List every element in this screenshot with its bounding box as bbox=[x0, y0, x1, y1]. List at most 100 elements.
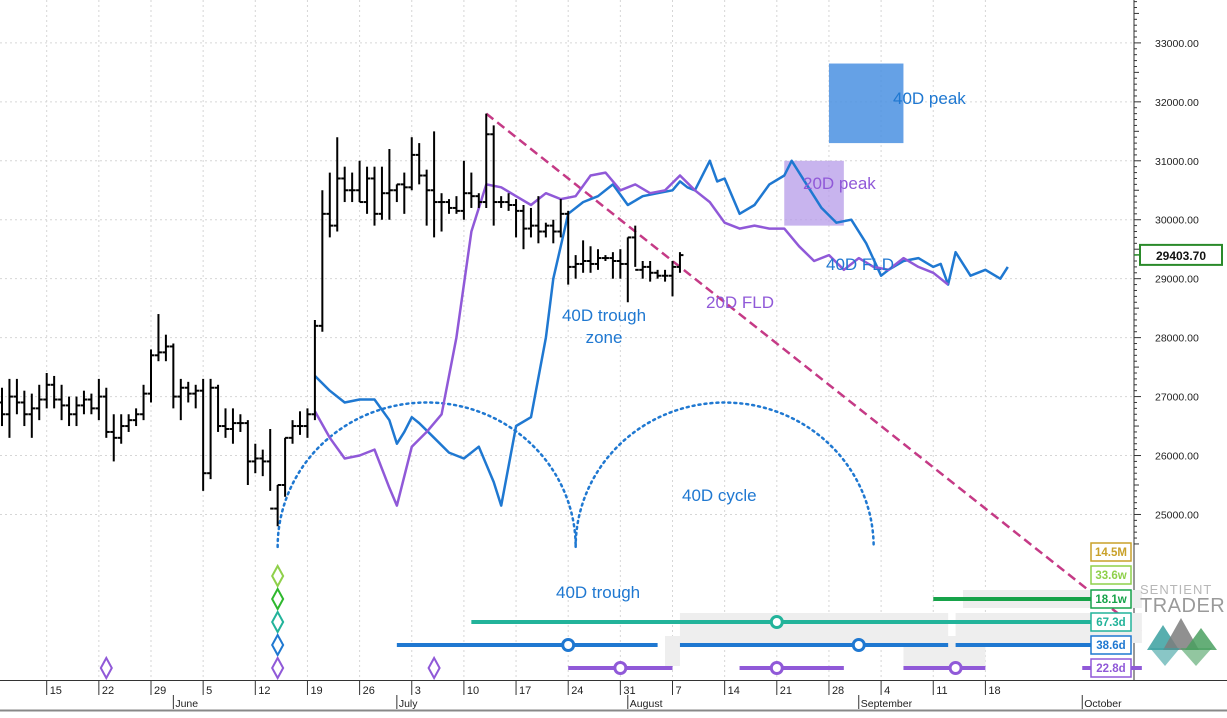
cycle-period-box bbox=[1090, 635, 1132, 655]
price-bar bbox=[28, 393, 36, 438]
price-bar bbox=[169, 343, 177, 409]
cycle-period-label: 22.8d bbox=[1096, 663, 1125, 675]
price-bar bbox=[184, 381, 192, 403]
price-bar bbox=[534, 196, 542, 244]
price-bar bbox=[73, 396, 80, 427]
cycle-period-marker bbox=[769, 615, 784, 629]
y-tick-label: 28000.00 bbox=[1155, 333, 1199, 345]
cycle-arch bbox=[574, 401, 875, 549]
price-bar bbox=[512, 199, 520, 238]
price-bar bbox=[572, 255, 580, 279]
x-axis: 15 22 29 5 12 19 26 3 10 17 24 31 7 14 21 28 4 11 18 June Ju… bbox=[0, 680, 1227, 710]
price-bar bbox=[251, 443, 259, 474]
cycle-period-label: 14.5M bbox=[1095, 547, 1127, 559]
price-bar bbox=[654, 269, 662, 279]
price-bar bbox=[669, 260, 676, 297]
current-value-label: 29403.70 bbox=[1156, 249, 1206, 263]
price-bar bbox=[497, 196, 505, 208]
price-bar bbox=[58, 384, 66, 421]
price-bar bbox=[356, 160, 364, 204]
price-bar bbox=[43, 372, 51, 409]
x-tick-label: 10 bbox=[467, 685, 479, 697]
price-bar bbox=[475, 193, 483, 208]
price-bar bbox=[281, 436, 289, 497]
y-tick-label: 32000.00 bbox=[1155, 97, 1199, 109]
price-bar bbox=[542, 222, 550, 238]
logo-text-trader: TRADER bbox=[1140, 595, 1225, 617]
y-tick-label: 30000.00 bbox=[1155, 215, 1199, 227]
price-bar bbox=[393, 183, 401, 203]
month-label: September bbox=[861, 698, 913, 710]
x-tick-label: 7 bbox=[676, 685, 682, 697]
x-tick-label: 12 bbox=[258, 685, 270, 697]
price-bar bbox=[0, 387, 6, 427]
price-bar bbox=[222, 408, 229, 438]
projection-zone-20d-peak bbox=[784, 160, 844, 226]
price-bar bbox=[609, 252, 617, 279]
x-tick-label: 21 bbox=[780, 685, 792, 697]
x-tick-label: 18 bbox=[988, 685, 1000, 697]
x-tick-label: 22 bbox=[102, 685, 114, 697]
price-bar bbox=[601, 255, 609, 261]
price-bar bbox=[415, 143, 423, 185]
price-bar bbox=[452, 196, 460, 214]
label-40d-peak: 40D peak bbox=[893, 89, 966, 108]
price-bar bbox=[236, 414, 244, 432]
cycle-period-marker bbox=[561, 638, 576, 652]
x-tick-label: 17 bbox=[519, 685, 531, 697]
y-tick-label: 26000.00 bbox=[1155, 451, 1199, 463]
price-bar bbox=[35, 384, 43, 421]
cycle-diamond bbox=[271, 655, 285, 681]
cycle-period-panel: 14.5M 33.6w 18.1w 67.3d 38.6d 22.8d bbox=[396, 542, 1142, 678]
cycle-period-box bbox=[1090, 542, 1132, 562]
price-bar bbox=[408, 137, 416, 191]
y-tick-label: 33000.00 bbox=[1155, 38, 1199, 50]
y-tick-label: 29000.00 bbox=[1155, 274, 1199, 286]
price-bar bbox=[140, 384, 148, 421]
price-bar bbox=[594, 249, 602, 270]
month-label: October bbox=[1084, 698, 1122, 710]
price-bar bbox=[505, 193, 513, 211]
price-bar bbox=[579, 240, 587, 273]
price-bar bbox=[616, 249, 624, 279]
price-bar bbox=[430, 131, 438, 238]
cycle-period-box bbox=[1090, 589, 1132, 609]
price-bar bbox=[5, 378, 13, 438]
x-tick-label: 28 bbox=[832, 685, 844, 697]
price-bar bbox=[564, 210, 572, 285]
price-bar bbox=[80, 390, 88, 415]
cycle-period-box bbox=[1090, 658, 1132, 678]
cycle-period-label: 18.1w bbox=[1095, 594, 1126, 606]
price-bar bbox=[661, 269, 669, 282]
price-bar bbox=[333, 137, 341, 232]
x-tick-label: 5 bbox=[206, 685, 212, 697]
price-bar bbox=[363, 166, 371, 214]
price-bar bbox=[177, 378, 185, 421]
x-tick-label: 11 bbox=[936, 685, 947, 697]
projection-zones bbox=[784, 63, 904, 226]
price-bar bbox=[520, 204, 527, 250]
price-bar bbox=[438, 193, 446, 232]
price-bar bbox=[154, 314, 162, 362]
label-40d-trough: 40D trough bbox=[556, 583, 640, 602]
logo-shape bbox=[1150, 648, 1180, 666]
label-trough-zone-line1: 40D trough bbox=[562, 306, 646, 325]
price-bar bbox=[13, 378, 21, 415]
cycle-diamond bbox=[271, 563, 285, 589]
price-bar bbox=[341, 166, 349, 203]
price-bar bbox=[229, 408, 237, 444]
fld-40d-line bbox=[314, 159, 1009, 507]
label-20d-peak: 20D peak bbox=[803, 174, 876, 193]
month-label: August bbox=[630, 698, 663, 710]
price-bar bbox=[20, 390, 28, 427]
x-tick-label: 15 bbox=[50, 685, 62, 697]
price-bar bbox=[318, 190, 326, 332]
price-bar bbox=[639, 260, 647, 279]
x-tick-label: 3 bbox=[415, 685, 421, 697]
cycle-diamond bbox=[271, 632, 285, 658]
price-bar bbox=[162, 334, 170, 362]
month-label: June bbox=[175, 698, 198, 710]
y-axis: 25000.00 26000.00 27000.00 28000.00 29000.00… bbox=[1133, 0, 1223, 680]
price-bar bbox=[289, 420, 297, 444]
